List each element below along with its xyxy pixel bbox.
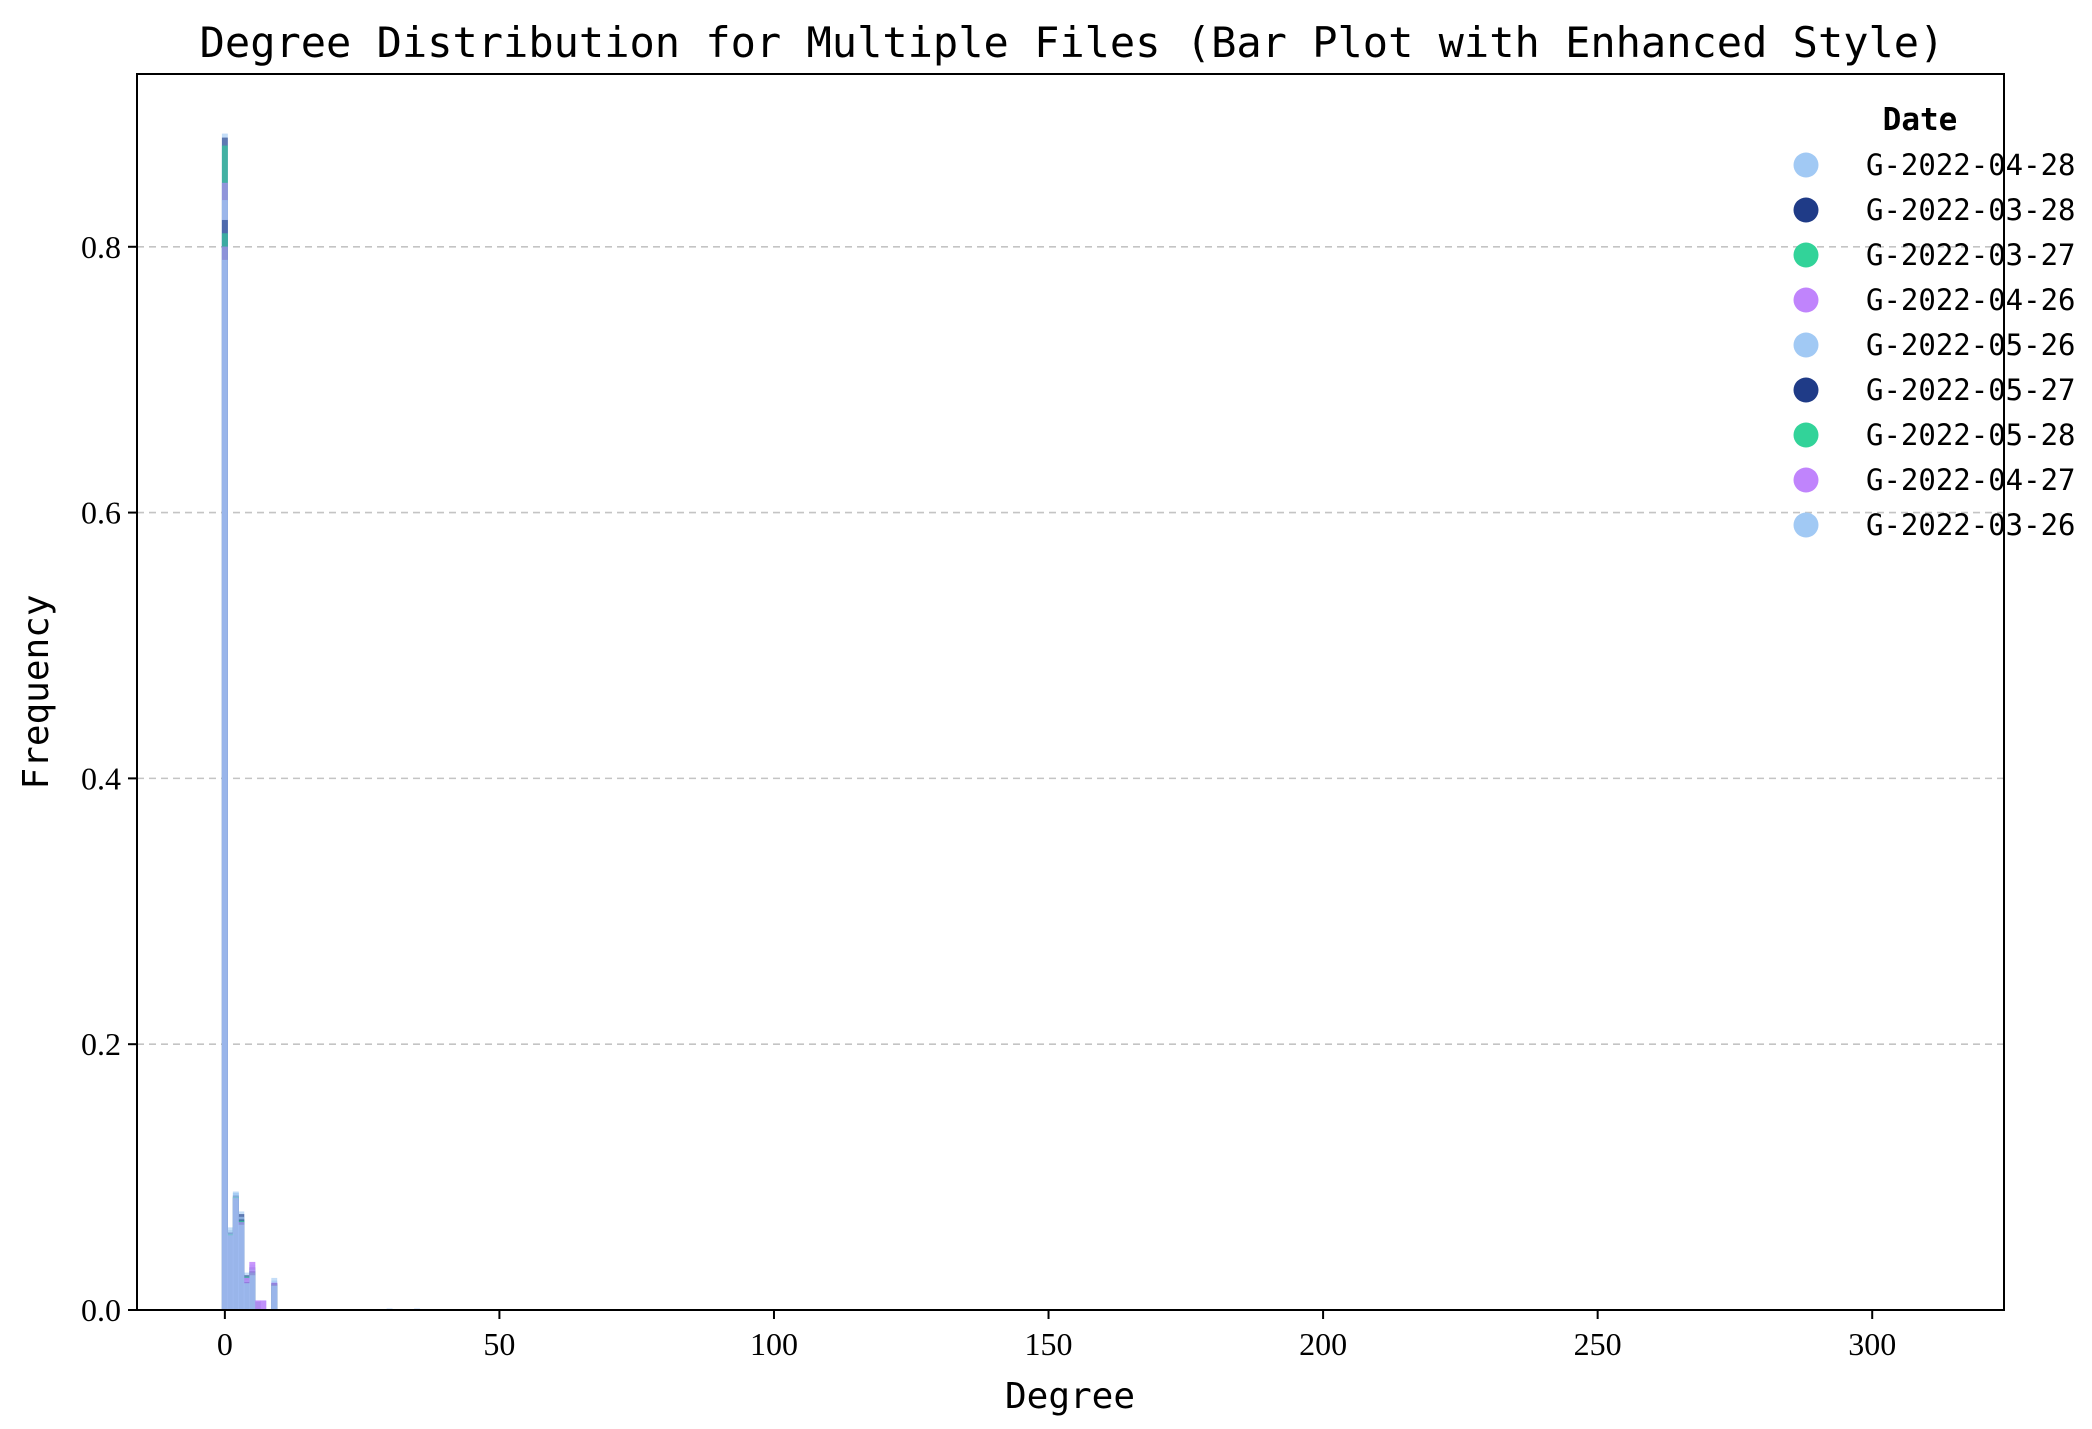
legend-label: G-2022-05-26 bbox=[1866, 328, 2076, 362]
bar bbox=[243, 1283, 250, 1311]
legend-marker bbox=[1793, 332, 1819, 358]
x-tick-label: 100 bbox=[750, 1326, 798, 1362]
y-axis-label: Frequency bbox=[16, 594, 57, 789]
plot-frame bbox=[136, 73, 2005, 1311]
legend-label: G-2022-05-28 bbox=[1866, 418, 2076, 452]
legend-marker bbox=[1793, 197, 1819, 223]
ticks-layer: 0 50 100 150 200 250 300 0.0 0.2 0.4 0.6 0.8 bbox=[81, 229, 1896, 1362]
legend-label: G-2022-04-28 bbox=[1866, 148, 2076, 182]
y-tick-label: 0.8 bbox=[81, 229, 121, 265]
bars-layer bbox=[221, 133, 421, 1311]
x-tick-label: 300 bbox=[1848, 1326, 1896, 1362]
bar bbox=[227, 1232, 234, 1311]
legend: Date G-2022-04-28 G-2022-03-28 G-2022-03-2… bbox=[1793, 102, 2076, 542]
legend-marker bbox=[1793, 287, 1819, 313]
bar bbox=[238, 1224, 245, 1311]
bar bbox=[254, 1300, 261, 1311]
legend-marker bbox=[1793, 422, 1819, 448]
legend-label: G-2022-04-27 bbox=[1866, 463, 2076, 497]
legend-label: G-2022-03-26 bbox=[1866, 508, 2076, 542]
chart-title: Degree Distribution for Multiple Files (… bbox=[200, 18, 1945, 67]
y-tick-label: 0.4 bbox=[81, 760, 121, 796]
legend-marker bbox=[1793, 152, 1819, 178]
x-tick-label: 0 bbox=[217, 1326, 233, 1362]
x-tick-label: 150 bbox=[1025, 1326, 1073, 1362]
legend-label: G-2022-03-28 bbox=[1866, 193, 2076, 227]
legend-marker bbox=[1793, 512, 1819, 538]
legend-marker bbox=[1793, 467, 1819, 493]
y-tick-label: 0.2 bbox=[81, 1026, 121, 1062]
y-tick-label: 0.0 bbox=[81, 1292, 121, 1328]
y-tick-label: 0.6 bbox=[81, 495, 121, 531]
legend-marker bbox=[1793, 242, 1819, 268]
legend-label: G-2022-05-27 bbox=[1866, 373, 2076, 407]
legend-label: G-2022-04-26 bbox=[1866, 283, 2076, 317]
bar bbox=[260, 1300, 267, 1311]
legend-title: Date bbox=[1883, 102, 1958, 138]
bar bbox=[249, 1275, 256, 1311]
bar bbox=[232, 1192, 239, 1311]
x-tick-label: 50 bbox=[483, 1326, 515, 1362]
x-axis-label: Degree bbox=[1005, 1376, 1135, 1417]
legend-marker bbox=[1793, 377, 1819, 403]
legend-label: G-2022-03-27 bbox=[1866, 238, 2076, 272]
bar bbox=[271, 1285, 278, 1311]
x-tick-label: 250 bbox=[1574, 1326, 1622, 1362]
bar bbox=[221, 259, 228, 1311]
x-tick-label: 200 bbox=[1299, 1326, 1347, 1362]
